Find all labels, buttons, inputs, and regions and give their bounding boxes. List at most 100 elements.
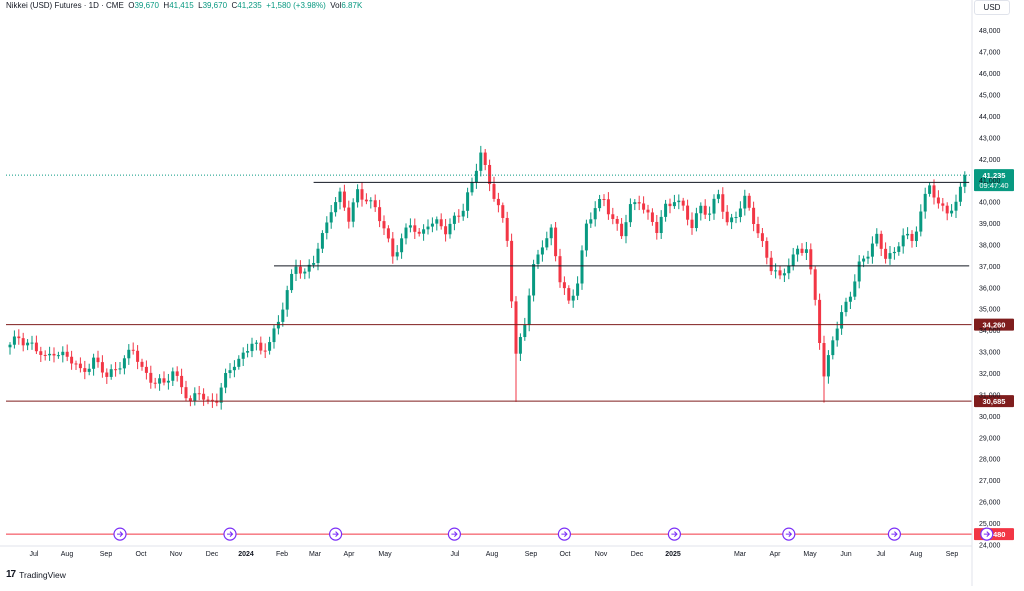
candle-body xyxy=(919,211,923,232)
marker-layer xyxy=(113,527,994,541)
candle-body xyxy=(48,353,52,356)
candle-body xyxy=(17,336,21,339)
candle-body xyxy=(734,217,738,219)
x-tick-label: Sep xyxy=(946,551,959,558)
candle-body xyxy=(294,266,298,274)
candle-body xyxy=(316,248,320,264)
candle-body xyxy=(219,387,223,403)
candle-body xyxy=(254,342,258,344)
candle-body xyxy=(131,349,135,351)
candle-body xyxy=(624,222,628,237)
x-tick-label: 2025 xyxy=(665,551,681,558)
candle-body xyxy=(866,256,870,259)
candle-body xyxy=(237,358,241,367)
candle-body xyxy=(474,170,478,183)
candle-body xyxy=(400,238,404,253)
x-tick-label: Dec xyxy=(631,551,644,558)
candle-body xyxy=(615,218,619,224)
x-tick-label: Sep xyxy=(100,551,113,558)
y-tick-label: 47,000 xyxy=(979,50,1001,57)
currency-selector[interactable]: USD xyxy=(974,0,1010,15)
candle-body xyxy=(730,217,734,223)
candle-body xyxy=(175,371,179,376)
candle-body xyxy=(945,205,949,214)
candle-body xyxy=(532,264,536,296)
candle-body xyxy=(461,210,465,217)
x-tick-label: Nov xyxy=(170,551,183,558)
candle-body xyxy=(928,185,932,194)
x-tick-label: Jun xyxy=(840,551,851,558)
candle-body xyxy=(756,224,760,234)
price-level-tag xyxy=(974,318,1014,331)
candle-body xyxy=(118,368,122,370)
candle-body xyxy=(910,233,914,242)
event-arrow-icon xyxy=(983,531,991,538)
candle-body xyxy=(822,343,826,377)
candle-body xyxy=(74,363,78,365)
candle-body xyxy=(180,375,184,388)
candle-body xyxy=(765,241,769,258)
y-tick-label: 45,000 xyxy=(979,92,1001,99)
candle-body xyxy=(796,248,800,255)
price-level-label: 34,260 xyxy=(983,321,1006,330)
candle-body xyxy=(43,354,47,356)
candle-body xyxy=(752,207,756,225)
candle-body xyxy=(642,203,646,210)
candle-body xyxy=(774,270,778,272)
candle-body xyxy=(61,351,65,356)
y-tick-label: 38,000 xyxy=(979,242,1001,249)
candle-body xyxy=(448,223,452,235)
candle-body xyxy=(70,356,74,364)
candle-body xyxy=(149,372,153,383)
candle-body xyxy=(672,202,676,207)
y-tick-label: 43,000 xyxy=(979,135,1001,142)
candle-body xyxy=(637,202,641,204)
candle-body xyxy=(391,238,395,257)
candle-body xyxy=(738,208,742,218)
candle-body xyxy=(426,226,430,230)
candle-body xyxy=(567,288,571,301)
candle-body xyxy=(100,362,104,373)
price-level-tag xyxy=(974,395,1014,408)
candle-body xyxy=(83,368,87,372)
x-tick-label: Jul xyxy=(30,551,39,558)
tradingview-brand[interactable]: 17 TradingView xyxy=(6,569,66,580)
y-tick-label: 25,000 xyxy=(979,521,1001,528)
candle-body xyxy=(686,205,690,220)
candle-body xyxy=(329,212,333,223)
candle-body xyxy=(351,202,355,222)
y-tick-label: 48,000 xyxy=(979,28,1001,35)
candle-body xyxy=(193,393,197,402)
candle-body xyxy=(545,238,549,248)
candle-body xyxy=(963,175,967,187)
candle-body xyxy=(285,290,289,310)
candle-body xyxy=(659,216,663,233)
x-tick-label: Oct xyxy=(560,551,571,558)
candle-body xyxy=(136,350,140,362)
y-tick-label: 41,000 xyxy=(979,178,1001,185)
close-value: 41,235 xyxy=(237,1,262,10)
y-tick-label: 27,000 xyxy=(979,478,1001,485)
candle-body xyxy=(342,191,346,208)
symbol-name[interactable]: Nikkei (USD) Futures · 1D · CME xyxy=(6,1,124,10)
candle-body xyxy=(554,227,558,257)
candle-body xyxy=(549,227,553,239)
candle-body xyxy=(602,199,606,201)
candle-body xyxy=(21,338,25,346)
tradingview-logo-icon: 17 xyxy=(6,569,16,580)
candle-body xyxy=(184,387,188,399)
y-tick-label: 30,000 xyxy=(979,414,1001,421)
x-tick-label: Feb xyxy=(276,551,288,558)
candle-body xyxy=(276,321,280,329)
candle-body xyxy=(96,357,100,363)
candle-body xyxy=(598,199,602,209)
candle-body xyxy=(954,201,958,211)
candle-body xyxy=(923,193,927,212)
candle-body xyxy=(382,221,386,229)
candle-body xyxy=(646,209,650,213)
candle-body xyxy=(699,205,703,214)
candle-body xyxy=(958,186,962,202)
candle-body xyxy=(140,361,144,367)
